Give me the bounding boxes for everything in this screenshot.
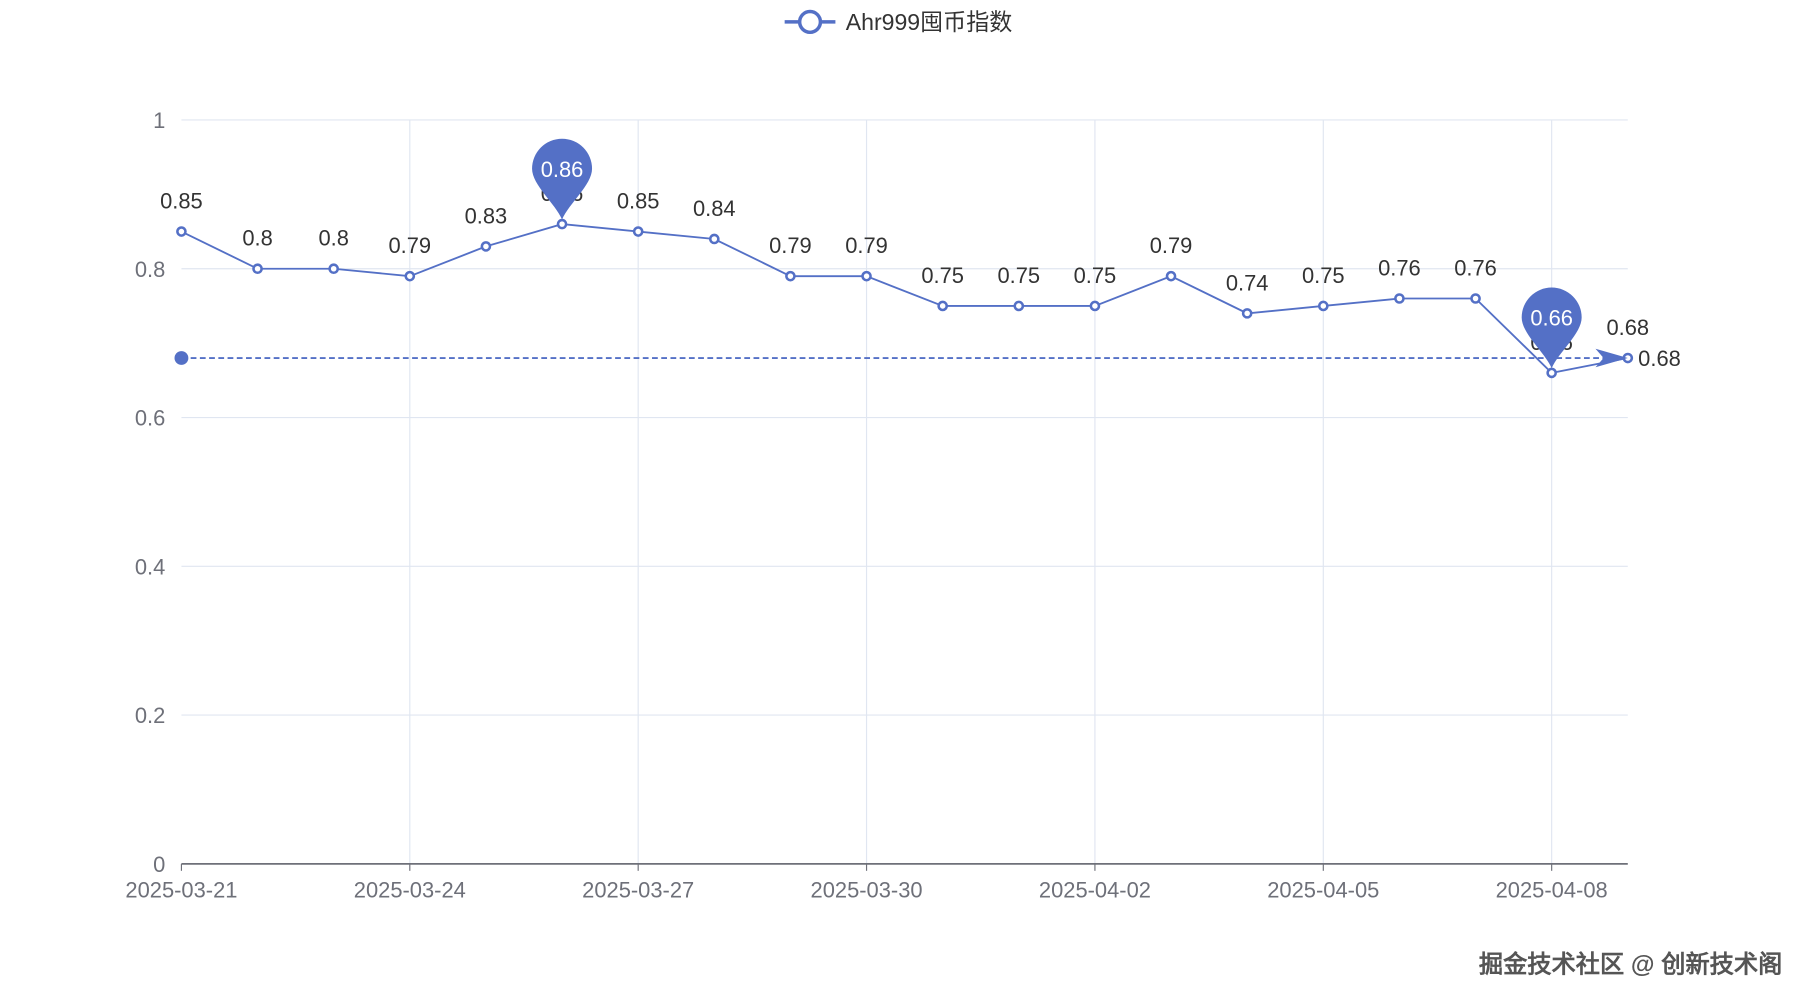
data-label: 0.8 [242,226,272,251]
data-label: 0.8 [318,226,348,251]
data-point [480,241,492,252]
y-tick-label: 0.8 [135,257,165,282]
data-label: 0.75 [1074,263,1117,288]
data-label: 0.76 [1378,255,1421,280]
data-point [252,263,263,275]
x-tick-label: 2025-04-05 [1267,877,1379,902]
x-tick-label: 2025-03-24 [354,877,466,902]
x-tick-label: 2025-03-21 [125,877,237,902]
x-tick-label: 2025-03-27 [582,877,694,902]
data-label: 0.75 [997,263,1040,288]
mark-line-label: 0.68 [1638,346,1681,371]
data-point [632,226,644,237]
data-point [1241,308,1253,319]
mark-point-pin-icon [532,138,593,220]
mark-line-arrow-icon [1595,348,1628,368]
y-tick-label: 0.4 [135,554,165,579]
data-label: 0.75 [1302,263,1345,288]
y-tick-label: 0.2 [135,703,165,728]
mark-point-pin-icon [1521,287,1582,369]
data-label: 0.74 [1226,270,1269,295]
data-point [1546,367,1557,379]
data-point [1470,293,1481,304]
data-point [1317,300,1329,312]
mark-point-label: 0.86 [541,157,584,182]
data-point [708,233,720,245]
data-point [404,270,416,282]
watermark: 掘金技术社区 @ 创新技术阁 [1479,950,1782,978]
data-label: 0.83 [465,203,508,228]
data-label: 0.85 [160,188,203,213]
data-point [1394,293,1405,304]
y-tick-label: 0 [153,852,165,877]
data-point [937,300,948,312]
y-tick-label: 1 [153,108,165,133]
legend-circle-icon [797,9,823,35]
data-point [1013,300,1025,312]
legend[interactable]: Ahr999囤币指数 [784,9,1013,35]
data-label: 0.79 [845,233,888,258]
data-point [1089,300,1101,312]
series-line [181,223,1628,374]
data-point [1165,270,1177,282]
data-label: 0.85 [617,188,660,213]
data-label: 0.84 [693,196,736,221]
data-label: 0.75 [921,263,964,288]
data-label: 0.79 [1150,233,1193,258]
data-label: 0.68 [1606,315,1649,340]
legend-label: Ahr999囤币指数 [846,9,1013,35]
data-point [328,263,339,275]
x-tick-label: 2025-04-02 [1039,877,1151,902]
data-label: 0.79 [769,233,812,258]
data-point [556,218,568,230]
data-point [785,270,796,282]
mark-point-label: 0.66 [1530,306,1573,331]
data-label: 0.76 [1454,255,1497,280]
mark-line-start-dot [174,351,189,365]
data-point [861,270,872,282]
y-tick-label: 0.6 [135,406,165,431]
x-tick-label: 2025-04-08 [1496,877,1608,902]
x-tick-label: 2025-03-30 [811,877,923,902]
data-point [176,226,187,237]
data-label: 0.79 [388,233,431,258]
